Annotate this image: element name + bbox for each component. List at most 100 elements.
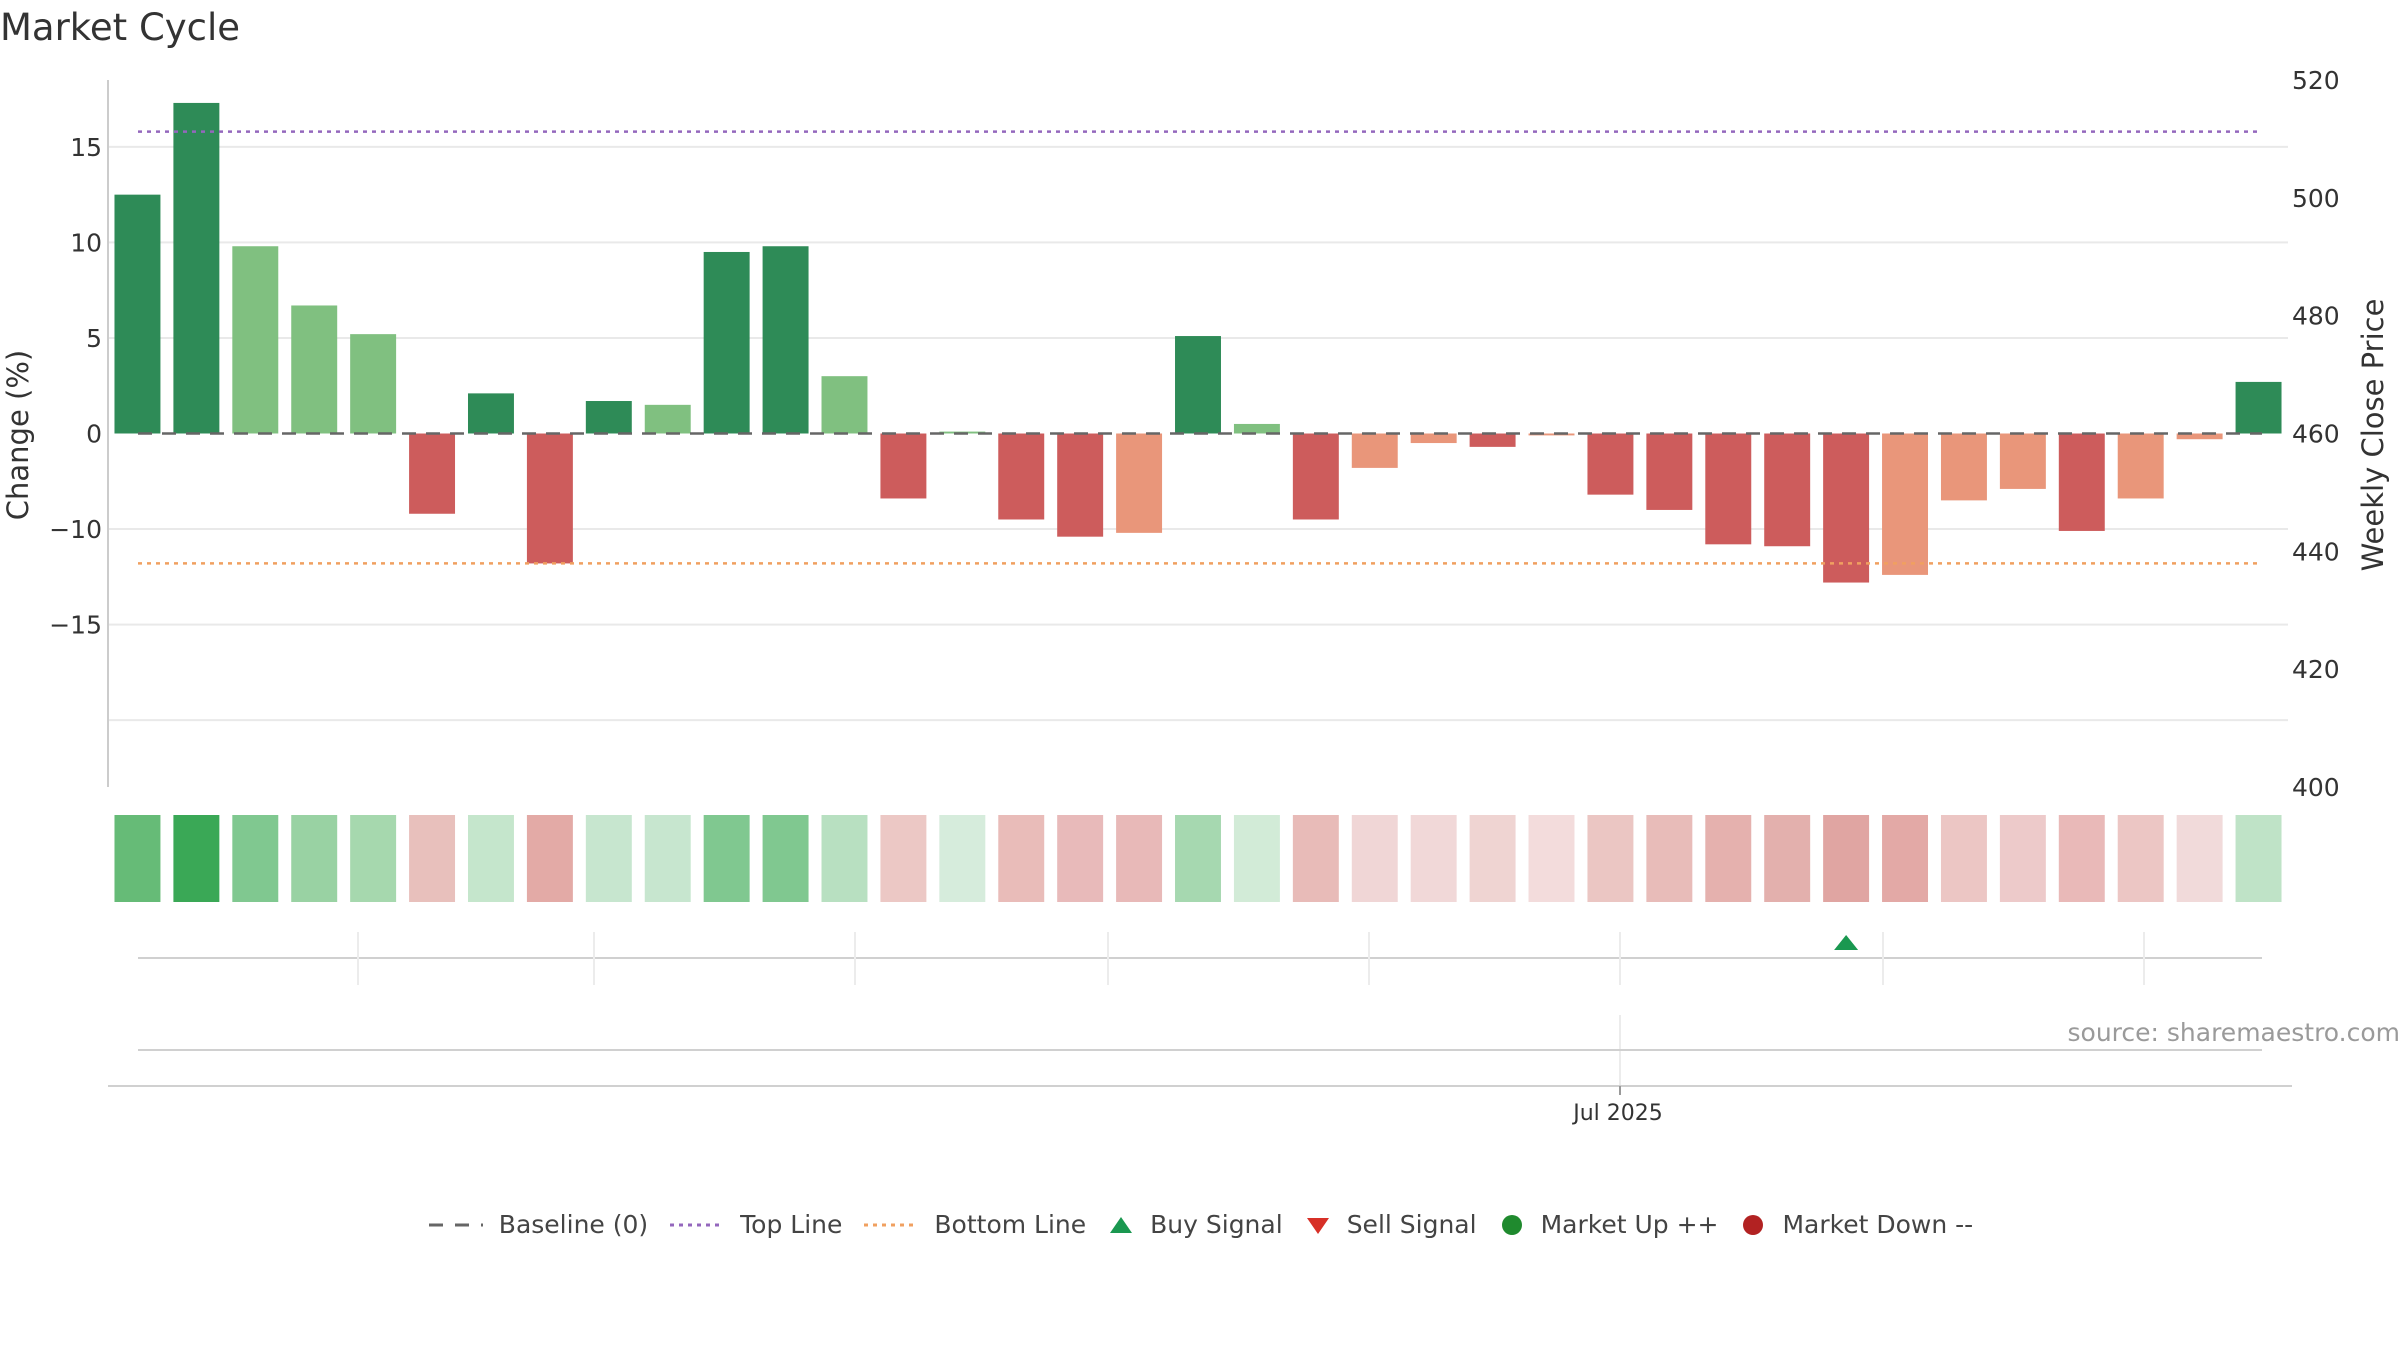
heat-cell [1233,815,1280,902]
reference-lines [138,130,2262,565]
heat-cell [232,815,279,902]
heat-cell [1469,815,1516,902]
source-note: source: sharemaestro.com [2067,1018,2400,1047]
heat-cell [1528,815,1575,902]
heat-cell [821,815,868,902]
bar [880,433,927,499]
legend-item[interactable]: Top Line [668,1210,842,1239]
bar [1823,433,1870,583]
heat-cell [114,815,161,902]
y2-axis-label: Weekly Close Price [2356,299,2390,572]
heat-cell [998,815,1045,902]
y-tick-label: −15 [49,611,102,640]
legend-symbol [864,1223,919,1226]
bar [585,401,632,434]
y2-tick-label: 400 [2292,773,2340,802]
legend-item[interactable]: Market Up ++ [1497,1210,1719,1239]
circle-icon [1501,1214,1522,1235]
bar [1587,433,1634,495]
bar [526,433,573,564]
legend-item[interactable]: Buy Signal [1106,1210,1283,1239]
heat-cell [2176,815,2223,902]
bar [2176,433,2223,440]
heat-cell [2058,815,2105,902]
y2-tick-label: 480 [2292,302,2340,331]
legend-label: Market Up ++ [1540,1210,1719,1239]
heat-cell [644,815,691,902]
bottom-panel [108,1015,2292,1095]
heat-cell [1764,815,1811,902]
heat-strip [114,815,2282,902]
bar [467,393,514,434]
y-tick-label: 10 [70,228,102,257]
heat-cell [1587,815,1634,902]
legend-symbol [670,1223,725,1226]
heat-cell [350,815,397,902]
y2-tick-label: 500 [2292,184,2340,213]
bar [703,251,750,434]
heat-cell [1646,815,1693,902]
bar [1705,433,1752,545]
y-tick-label: 15 [70,133,102,162]
legend-symbol [1306,1217,1329,1234]
heat-cell [1175,815,1221,902]
heat-cell [173,815,220,902]
heat-cell [1705,815,1752,902]
heat-cell [762,815,809,902]
legend-symbol [1501,1214,1522,1235]
y2-axis-ticks: 520 500 480 460 440 420 400 [2292,66,2340,802]
bar [1175,336,1221,434]
legend-symbol [1743,1214,1764,1235]
heat-cell [1116,815,1163,902]
heat-cell [291,815,338,902]
bar [350,334,397,434]
heat-cell [585,815,632,902]
bar [644,404,691,434]
heat-cell [1940,815,1987,902]
bar [2058,433,2105,531]
heat-cell [1351,815,1398,902]
y-axis-label: Change (%) [1,350,35,520]
heat-cell [703,815,750,902]
legend-label: Sell Signal [1346,1210,1477,1239]
buy-signal-marker [1834,935,1859,950]
y-tick-label: 0 [86,420,102,449]
triangle-up-icon [1110,1216,1133,1233]
bar [1646,433,1693,510]
y2-tick-label: 420 [2292,655,2340,684]
bar [1057,433,1104,537]
legend-item[interactable]: Market Down -- [1738,1210,1973,1239]
heat-cell [2235,815,2282,902]
legend-item[interactable]: Sell Signal [1303,1210,1477,1239]
heat-cell [1882,815,1929,902]
heat-cell [1999,815,2046,902]
heat-cell [939,815,986,902]
bar [821,376,868,434]
bar [1940,433,1987,501]
bar [1764,433,1811,547]
heat-cell [467,815,514,902]
bar [232,246,279,434]
bar-series [114,102,2282,583]
legend-item[interactable]: Bottom Line [862,1210,1086,1239]
x-tick-label: Jul 2025 [1571,1101,1663,1126]
signal-panel [138,932,2262,985]
legend-label: Top Line [740,1210,843,1239]
bar [1999,433,2046,489]
bar [1410,433,1457,444]
bar [1116,433,1163,533]
legend-label: Baseline (0) [498,1210,649,1239]
heat-cell [1823,815,1870,902]
legend: Baseline (0) Top Line Bottom Line Buy Signa… [0,1210,2400,1239]
chart-title: Market Cycle [0,6,241,49]
heat-cell [526,815,573,902]
legend-item[interactable]: Baseline (0) [427,1210,648,1239]
bar [1292,433,1339,520]
y-axis-ticks: 15 10 5 0 −10 −15 [49,133,102,640]
bar [2117,433,2164,499]
heat-cell [2117,815,2164,902]
heat-cell [1057,815,1104,902]
bar [173,102,220,434]
bar [1882,433,1929,575]
bar [1528,433,1575,436]
